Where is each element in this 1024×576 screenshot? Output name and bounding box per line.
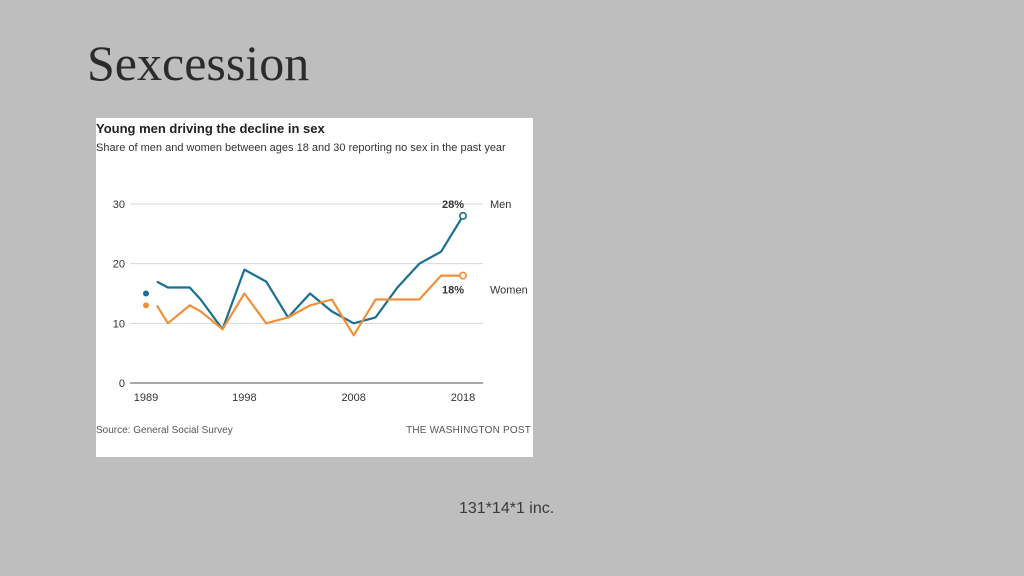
series-line-men bbox=[156, 215, 464, 331]
chart-title: Young men driving the decline in sex bbox=[96, 121, 325, 136]
line-chart: 0 10 20 30 1989 1998 2008 2018 28% Men 18% Women bbox=[113, 199, 528, 404]
series-end-value-label: 18% bbox=[442, 285, 464, 297]
series-line-women bbox=[155, 274, 463, 337]
chart-source: Source: General Social Survey bbox=[96, 425, 233, 436]
y-tick-label: 10 bbox=[113, 318, 125, 330]
y-tick-label: 0 bbox=[119, 378, 125, 390]
series-start-point bbox=[143, 290, 149, 297]
series-name-label: Women bbox=[490, 285, 528, 297]
x-tick-label: 1989 bbox=[134, 392, 158, 404]
series-end-point bbox=[458, 211, 467, 220]
x-tick-label: 2018 bbox=[451, 392, 475, 404]
series-end-value-label: 28% bbox=[442, 199, 464, 211]
chart-credit: THE WASHINGTON POST bbox=[406, 425, 531, 436]
footer-note: 131*14*1 inc. bbox=[459, 500, 555, 517]
y-tick-label: 30 bbox=[113, 199, 125, 211]
series-end-point bbox=[458, 271, 467, 280]
x-tick-label: 2008 bbox=[341, 392, 365, 404]
x-tick-label: 1998 bbox=[232, 392, 256, 404]
series-name-label: Men bbox=[490, 199, 511, 211]
slide-title: Sexcession bbox=[87, 35, 310, 91]
chart-subtitle: Share of men and women between ages 18 a… bbox=[96, 142, 506, 154]
y-tick-label: 20 bbox=[113, 259, 125, 271]
series-start-point bbox=[143, 302, 149, 309]
chart-card: Young men driving the decline in sex Sha… bbox=[96, 118, 533, 457]
